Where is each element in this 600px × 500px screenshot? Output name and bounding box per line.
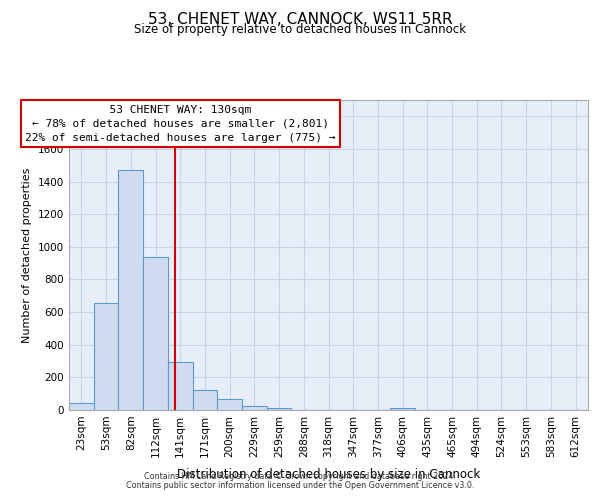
Text: Size of property relative to detached houses in Cannock: Size of property relative to detached ho… — [134, 22, 466, 36]
Bar — [143, 258, 168, 410]
Bar — [390, 408, 415, 410]
Bar — [193, 390, 217, 410]
Bar — [69, 404, 94, 410]
Bar — [267, 408, 292, 410]
Y-axis label: Number of detached properties: Number of detached properties — [22, 168, 32, 342]
Text: Contains public sector information licensed under the Open Government Licence v3: Contains public sector information licen… — [126, 481, 474, 490]
Bar — [242, 406, 267, 410]
Text: Contains HM Land Registry data © Crown copyright and database right 2024.: Contains HM Land Registry data © Crown c… — [144, 472, 456, 481]
Bar — [217, 400, 242, 410]
Text: 53 CHENET WAY: 130sqm  
← 78% of detached houses are smaller (2,801)
22% of semi: 53 CHENET WAY: 130sqm ← 78% of detached … — [25, 104, 336, 142]
Bar — [118, 170, 143, 410]
X-axis label: Distribution of detached houses by size in Cannock: Distribution of detached houses by size … — [177, 468, 480, 481]
Bar — [168, 362, 193, 410]
Bar — [94, 303, 118, 410]
Text: 53, CHENET WAY, CANNOCK, WS11 5RR: 53, CHENET WAY, CANNOCK, WS11 5RR — [148, 12, 452, 28]
